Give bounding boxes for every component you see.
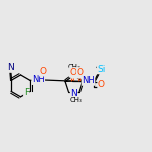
Text: CH₃: CH₃ [70, 97, 83, 103]
Text: N: N [7, 63, 14, 72]
Text: O: O [98, 80, 105, 89]
Text: O: O [39, 67, 46, 76]
Text: NH: NH [32, 75, 45, 85]
Text: O: O [69, 68, 76, 77]
Text: N: N [70, 89, 77, 98]
Text: NH: NH [82, 76, 95, 85]
Text: CH₃: CH₃ [68, 64, 80, 70]
Text: O: O [76, 68, 83, 77]
Text: Si: Si [97, 65, 106, 74]
Text: F: F [24, 88, 29, 97]
Text: CH₃: CH₃ [71, 72, 83, 78]
